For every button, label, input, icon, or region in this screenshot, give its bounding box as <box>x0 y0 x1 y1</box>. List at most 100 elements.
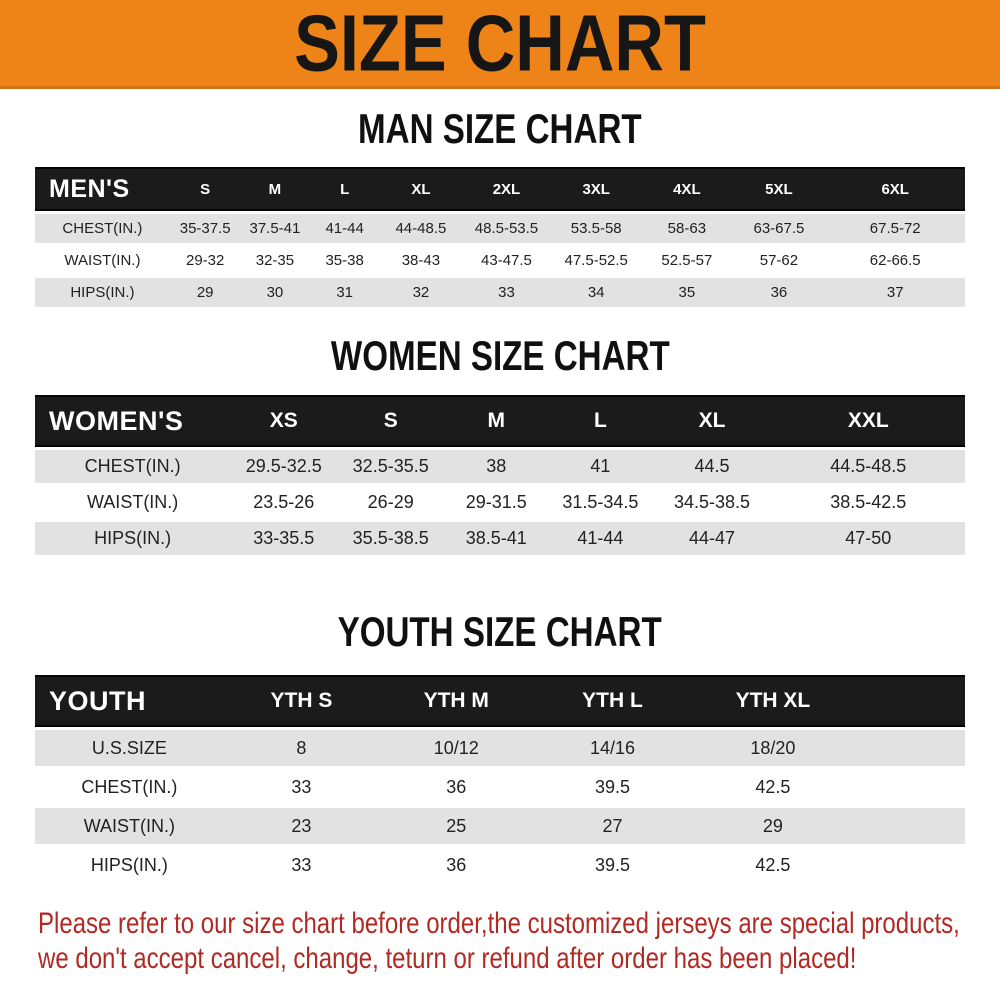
women-value-cell: 31.5-34.5 <box>548 486 653 519</box>
man-col-3xl: 3XL <box>551 167 642 211</box>
footer-note-line-2-text: we don't accept cancel, change, teturn o… <box>38 942 857 975</box>
man-row-label: CHEST(IN.) <box>35 214 170 243</box>
women-col-m: M <box>444 395 549 447</box>
women-col-s: S <box>337 395 445 447</box>
man-value-cell: 41-44 <box>309 214 380 243</box>
youth-section-heading: YOUTH SIZE CHART <box>0 609 1000 656</box>
man-header-row: MEN'S S M L XL 2XL 3XL 4XL 5XL 6XL <box>35 167 965 211</box>
man-value-cell: 43-47.5 <box>461 246 552 275</box>
man-value-cell: 57-62 <box>732 246 826 275</box>
youth-value-cell: 36 <box>379 847 534 883</box>
youth-row-spacer-cell <box>854 847 965 883</box>
man-value-cell: 47.5-52.5 <box>551 246 642 275</box>
man-value-cell: 48.5-53.5 <box>461 214 552 243</box>
youth-row-spacer-cell <box>854 769 965 805</box>
banner-title: SIZE CHART <box>294 0 706 88</box>
women-col-xs: XS <box>230 395 338 447</box>
mens-size-table: MEN'S S M L XL 2XL 3XL 4XL 5XL 6XL CHEST(IN.) 35-37… <box>35 164 965 310</box>
man-col-s: S <box>169 167 241 211</box>
man-col-6xl: 6XL <box>825 167 965 211</box>
man-value-cell: 67.5-72 <box>825 214 965 243</box>
youth-value-cell: 8 <box>223 730 380 766</box>
man-row-waist-in-: WAIST(IN.) 29-32 32-35 35-38 38-43 43-47.5 47.… <box>35 246 965 275</box>
man-col-l: L <box>309 167 380 211</box>
man-value-cell: 36 <box>732 278 826 307</box>
youth-row-waist-in-: WAIST(IN.) 23 25 27 29 <box>35 808 965 844</box>
man-value-cell: 53.5-58 <box>551 214 642 243</box>
youth-value-cell: 27 <box>533 808 692 844</box>
man-value-cell: 32 <box>380 278 462 307</box>
man-row-chest-in-: CHEST(IN.) 35-37.5 37.5-41 41-44 44-48.5 48.5… <box>35 214 965 243</box>
youth-value-cell: 25 <box>379 808 534 844</box>
women-value-cell: 41-44 <box>548 522 653 555</box>
youth-value-cell: 23 <box>223 808 380 844</box>
man-value-cell: 35-37.5 <box>169 214 241 243</box>
women-value-cell: 23.5-26 <box>230 486 338 519</box>
youth-header-spacer-cell <box>854 675 965 727</box>
women-value-cell: 44.5 <box>652 450 772 483</box>
women-row-hips-in-: HIPS(IN.) 33-35.5 35.5-38.5 38.5-41 41-44 44-… <box>35 522 965 555</box>
women-value-cell: 44-47 <box>652 522 772 555</box>
women-value-cell: 47-50 <box>771 522 965 555</box>
man-value-cell: 31 <box>309 278 380 307</box>
man-col-xl: XL <box>380 167 462 211</box>
man-value-cell: 29 <box>169 278 241 307</box>
man-value-cell: 35 <box>641 278 733 307</box>
man-value-cell: 29-32 <box>169 246 241 275</box>
women-value-cell: 38.5-42.5 <box>771 486 965 519</box>
women-value-cell: 41 <box>548 450 653 483</box>
man-value-cell: 34 <box>551 278 642 307</box>
women-section-heading: WOMEN SIZE CHART <box>0 333 1000 380</box>
women-col-xxl: XXL <box>771 395 965 447</box>
youth-col-yth-s: YTH S <box>223 675 380 727</box>
women-value-cell: 38 <box>444 450 549 483</box>
man-value-cell: 35-38 <box>309 246 380 275</box>
women-value-cell: 26-29 <box>337 486 445 519</box>
man-col-2xl: 2XL <box>461 167 552 211</box>
man-value-cell: 44-48.5 <box>380 214 462 243</box>
women-value-cell: 33-35.5 <box>230 522 338 555</box>
man-value-cell: 32-35 <box>240 246 310 275</box>
women-value-cell: 35.5-38.5 <box>337 522 445 555</box>
youth-row-hips-in-: HIPS(IN.) 33 36 39.5 42.5 <box>35 847 965 883</box>
women-row-chest-in-: CHEST(IN.) 29.5-32.5 32.5-35.5 38 41 44.5 44.5… <box>35 450 965 483</box>
youth-row-label: WAIST(IN.) <box>35 808 224 844</box>
size-chart-banner: SIZE CHART <box>0 0 1000 89</box>
youth-col-yth-xl: YTH XL <box>691 675 855 727</box>
man-value-cell: 30 <box>240 278 310 307</box>
man-row-label: WAIST(IN.) <box>35 246 170 275</box>
youth-row-label: CHEST(IN.) <box>35 769 224 805</box>
footer-note-line-2: we don't accept cancel, change, teturn o… <box>38 941 1000 976</box>
women-header-row: WOMEN'S XS S M L XL XXL <box>35 395 965 447</box>
youth-section-heading-text: YOUTH SIZE CHART <box>337 609 663 656</box>
youth-value-cell: 33 <box>223 847 380 883</box>
footer-note: Please refer to our size chart before or… <box>38 906 1000 976</box>
women-value-cell: 32.5-35.5 <box>337 450 445 483</box>
women-row-label: HIPS(IN.) <box>35 522 231 555</box>
youth-row-u-s-size: U.S.SIZE 8 10/12 14/16 18/20 <box>35 730 965 766</box>
women-col-xl: XL <box>652 395 772 447</box>
women-table-title: WOMEN'S <box>35 395 231 447</box>
youth-col-yth-m: YTH M <box>379 675 534 727</box>
women-row-waist-in-: WAIST(IN.) 23.5-26 26-29 29-31.5 31.5-34.5 34… <box>35 486 965 519</box>
women-row-label: WAIST(IN.) <box>35 486 231 519</box>
women-value-cell: 29-31.5 <box>444 486 549 519</box>
man-section-heading-text: MAN SIZE CHART <box>358 106 642 153</box>
women-value-cell: 38.5-41 <box>444 522 549 555</box>
man-col-5xl: 5XL <box>732 167 826 211</box>
youth-value-cell: 39.5 <box>533 769 692 805</box>
man-table-title: MEN'S <box>35 167 170 211</box>
man-col-m: M <box>240 167 310 211</box>
man-row-hips-in-: HIPS(IN.) 29 30 31 32 33 34 35 36 37 <box>35 278 965 307</box>
youth-value-cell: 42.5 <box>691 847 855 883</box>
women-col-l: L <box>548 395 653 447</box>
footer-note-line-1-text: Please refer to our size chart before or… <box>38 907 960 940</box>
man-value-cell: 52.5-57 <box>641 246 733 275</box>
man-row-label: HIPS(IN.) <box>35 278 170 307</box>
man-value-cell: 62-66.5 <box>825 246 965 275</box>
women-section-heading-text: WOMEN SIZE CHART <box>330 333 670 380</box>
youth-value-cell: 42.5 <box>691 769 855 805</box>
youth-value-cell: 33 <box>223 769 380 805</box>
women-value-cell: 34.5-38.5 <box>652 486 772 519</box>
youth-value-cell: 29 <box>691 808 855 844</box>
